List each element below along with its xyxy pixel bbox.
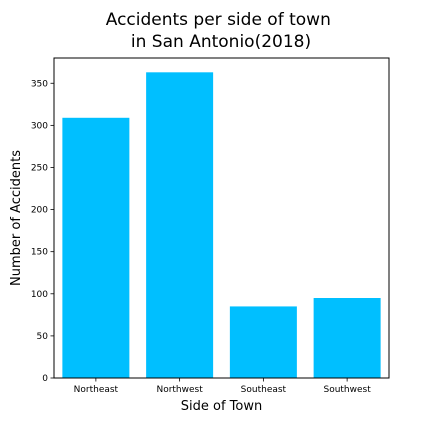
- x-tick-label: Northwest: [156, 385, 203, 395]
- y-tick-label: 250: [31, 163, 48, 173]
- y-tick-label: 0: [42, 374, 48, 384]
- chart-title: Accidents per side of town in San Antoni…: [106, 10, 337, 52]
- x-tick-label: Southwest: [323, 385, 371, 395]
- y-tick-label: 200: [31, 206, 48, 216]
- chart-title-line-2: in San Antonio(2018): [131, 32, 311, 52]
- bar-northeast: [62, 117, 130, 378]
- y-tick-label: 350: [31, 79, 48, 89]
- x-tick-label: Northeast: [74, 385, 119, 395]
- bar-southwest: [313, 298, 381, 378]
- x-axis-ticks: Northeast Northwest Southeast Southwest: [74, 378, 371, 395]
- y-tick-label: 50: [37, 332, 49, 342]
- y-tick-label: 300: [31, 121, 48, 131]
- y-axis-ticks: 0 50 100 150 200 250 300 350: [31, 79, 54, 384]
- x-tick-label: Southeast: [241, 385, 287, 395]
- chart-title-line-1: Accidents per side of town: [106, 10, 331, 30]
- bars-group: [62, 72, 381, 378]
- bar-northwest: [146, 72, 214, 378]
- x-axis-label: Side of Town: [181, 399, 262, 414]
- y-axis-label: Number of Accidents: [9, 150, 24, 286]
- plot-frame: [53, 57, 390, 379]
- y-tick-label: 150: [31, 248, 48, 258]
- bar-southeast: [229, 306, 297, 378]
- y-tick-label: 100: [31, 290, 48, 300]
